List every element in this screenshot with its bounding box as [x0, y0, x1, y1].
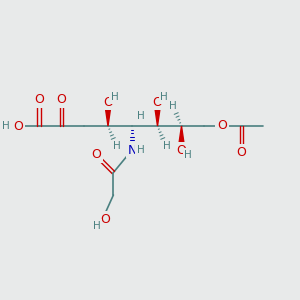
- Text: O: O: [57, 93, 66, 106]
- Polygon shape: [155, 107, 160, 126]
- Text: H: H: [184, 150, 192, 160]
- Text: H: H: [160, 92, 168, 102]
- Text: O: O: [91, 148, 101, 161]
- Text: H: H: [163, 141, 170, 152]
- Polygon shape: [179, 126, 184, 145]
- Text: N: N: [127, 143, 137, 157]
- Text: O: O: [34, 93, 44, 106]
- Text: H: H: [137, 145, 145, 155]
- Text: O: O: [100, 213, 110, 226]
- Text: H: H: [111, 92, 119, 102]
- Text: H: H: [113, 141, 121, 152]
- Text: H: H: [93, 220, 101, 231]
- Polygon shape: [105, 107, 111, 126]
- Text: O: O: [153, 95, 162, 109]
- Text: H: H: [169, 100, 176, 111]
- Text: H: H: [2, 121, 9, 131]
- Text: H: H: [136, 111, 144, 122]
- Text: O: O: [217, 119, 227, 132]
- Text: O: O: [103, 95, 113, 109]
- Text: O: O: [14, 119, 23, 133]
- Text: O: O: [177, 143, 186, 157]
- Text: O: O: [237, 146, 246, 159]
